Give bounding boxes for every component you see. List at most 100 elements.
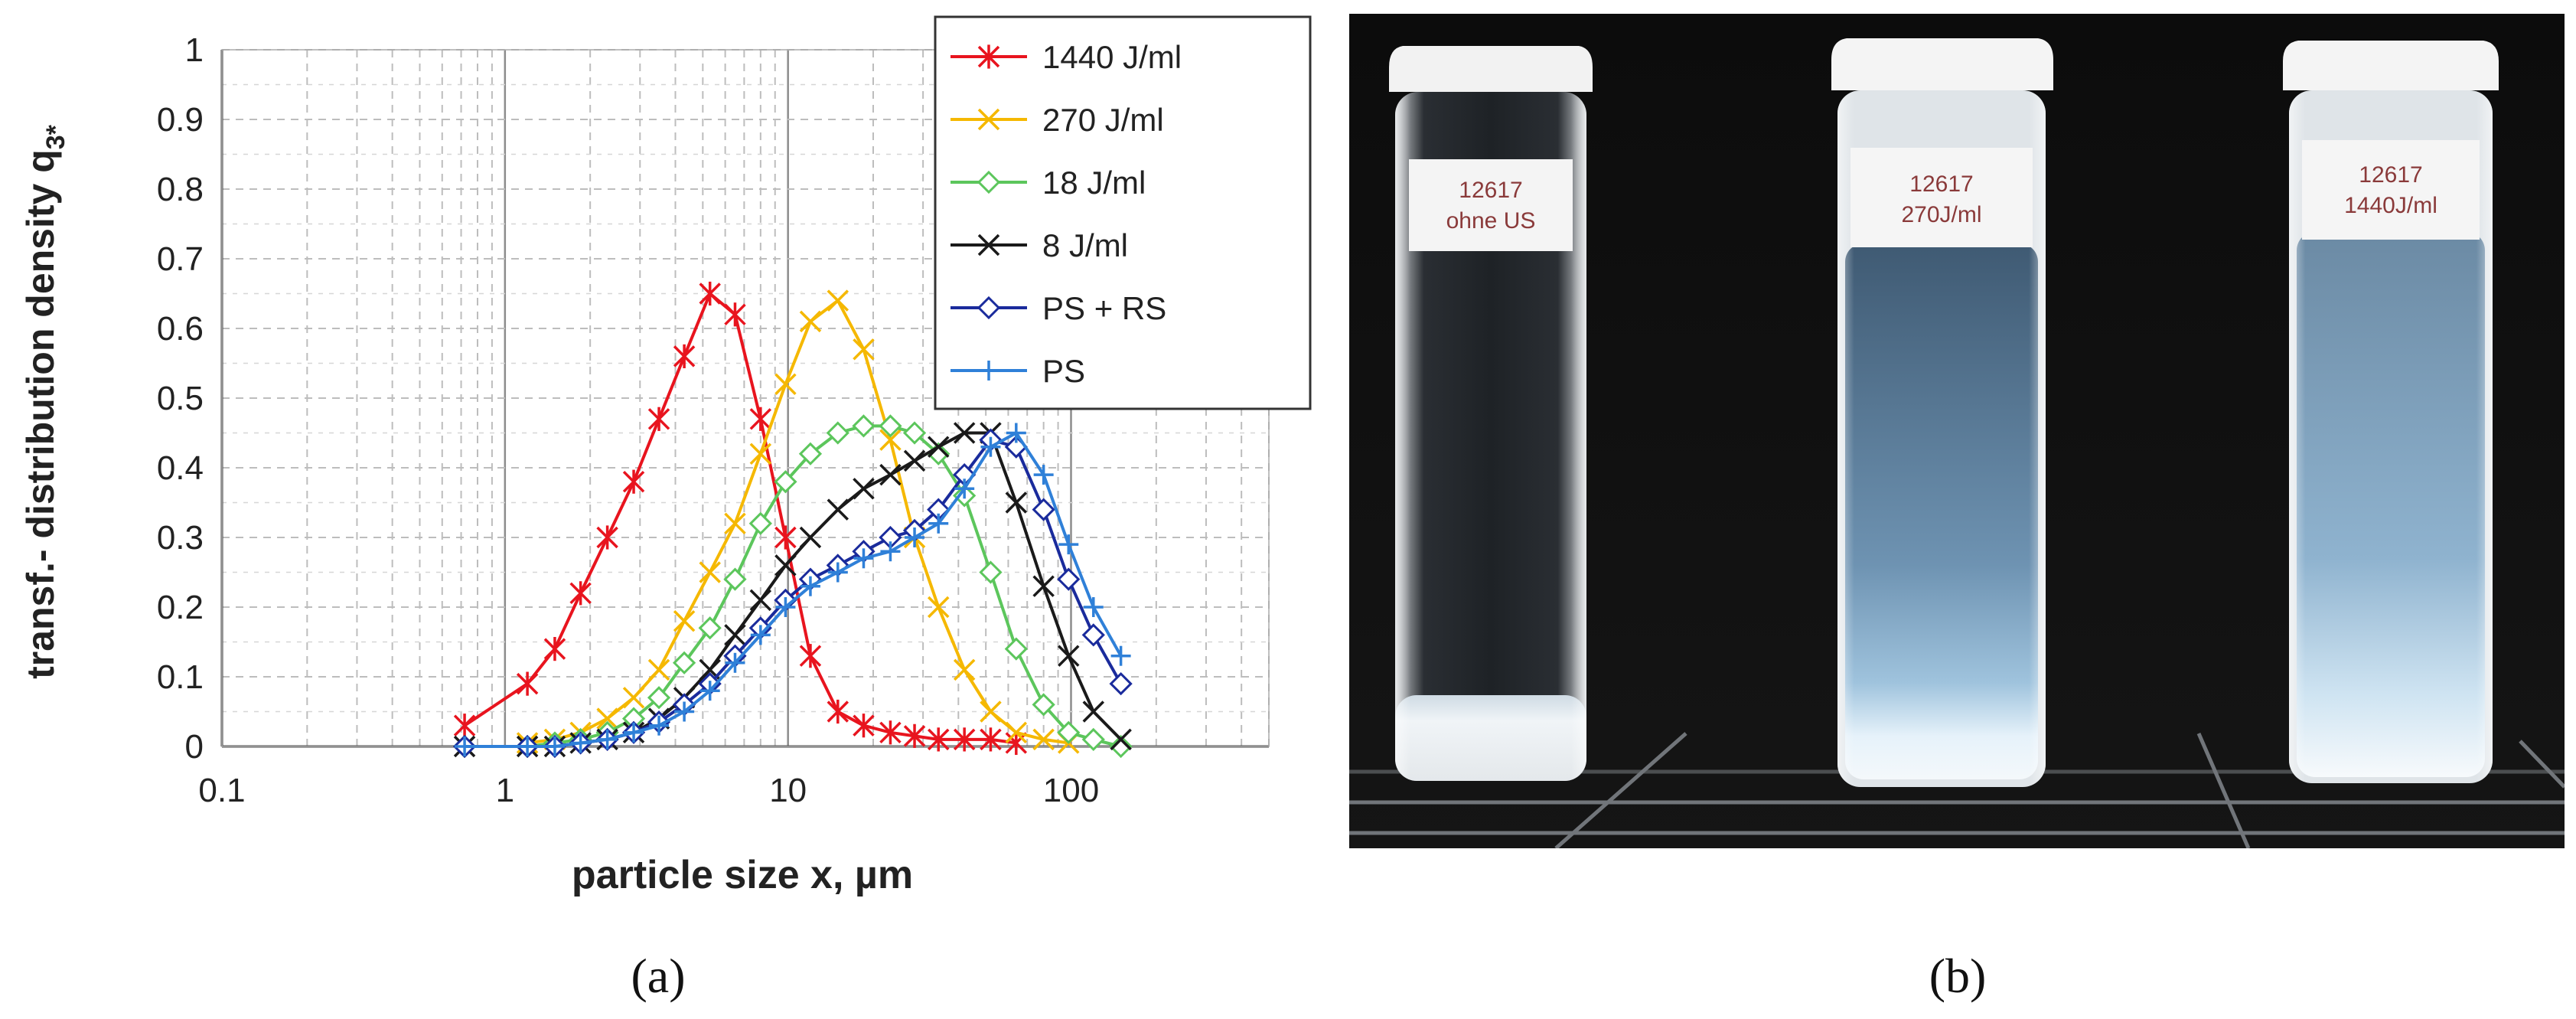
x-tick-labels: 0.1 1 10 100 (198, 772, 1099, 809)
data-point (827, 562, 848, 583)
marker-stroke (774, 554, 797, 576)
marker-shape (672, 651, 696, 674)
marker-shape (879, 414, 902, 438)
data-point (853, 338, 875, 361)
marker-stroke (827, 498, 849, 521)
marker-stroke (622, 687, 645, 709)
y-tick-label: 0.2 (157, 589, 204, 626)
chart-series (452, 281, 1133, 759)
marker-stroke (774, 373, 797, 396)
legend-entry: 18 J/ml (951, 165, 1146, 201)
data-point (1032, 575, 1055, 597)
series-1440-j-ml (453, 281, 1028, 756)
vial-1-label-line2: ohne US (1446, 208, 1536, 234)
legend-marker (977, 108, 1000, 131)
vial-2: 12617 270J/ml (1831, 38, 2053, 787)
data-point (774, 554, 797, 576)
data-point (1005, 721, 1028, 744)
data-point (1033, 465, 1054, 485)
marker-shape (1057, 567, 1081, 591)
data-point (953, 727, 976, 752)
data-point (980, 436, 1001, 457)
marker-shape (1004, 637, 1028, 661)
data-point (1082, 701, 1105, 723)
data-point (1110, 728, 1132, 751)
data-point (853, 714, 875, 738)
marker-stroke (724, 624, 746, 646)
marker-stroke (647, 658, 670, 681)
caption-a: (a) (631, 949, 686, 1003)
vial-2-label-line1: 12617 (1909, 171, 1973, 197)
marker-stroke (980, 701, 1002, 723)
x-axis-label: particle size x, µm (572, 853, 913, 897)
data-point (1083, 597, 1104, 617)
data-point (1058, 534, 1079, 555)
legend-label: 8 J/ml (1042, 227, 1128, 263)
marker-stroke (1032, 575, 1055, 597)
marker-stroke (927, 596, 950, 619)
data-point (699, 681, 720, 701)
legend-box (934, 15, 1312, 410)
marker-stroke (749, 589, 772, 612)
data-point (597, 729, 618, 750)
marker-stroke (799, 310, 822, 333)
y-tick-label: 0.6 (157, 310, 204, 348)
x-tick-label: 0.1 (198, 772, 245, 809)
data-point (799, 310, 822, 333)
legend-label: 18 J/ml (1042, 165, 1146, 201)
legend-label: 1440 J/ml (1042, 39, 1182, 75)
legend-label: PS (1042, 353, 1085, 389)
data-point (827, 699, 849, 724)
data-point (954, 478, 975, 499)
data-point (455, 736, 475, 756)
marker-stroke (1058, 645, 1080, 667)
data-point (624, 722, 644, 743)
marker-stroke (903, 449, 926, 472)
marker-stroke (673, 609, 696, 632)
marker-stroke (827, 289, 849, 312)
series-line (465, 424, 1122, 748)
data-point (699, 561, 721, 583)
data-point (905, 527, 925, 547)
data-point (723, 567, 747, 591)
x-tick-label: 1 (496, 772, 514, 809)
vial-3-label-line1: 12617 (2359, 162, 2422, 188)
vial-1: 12617 ohne US (1389, 46, 1593, 781)
y-tick-label: 0.3 (157, 519, 204, 557)
data-point (953, 422, 976, 444)
y-tick-label: 0.5 (157, 380, 204, 417)
data-point (698, 616, 722, 640)
data-point (749, 443, 772, 465)
marker-shape (1081, 623, 1105, 647)
data-point (1005, 730, 1028, 756)
data-point (673, 609, 696, 632)
legend-entry: 8 J/ml (951, 227, 1128, 263)
data-point (853, 478, 875, 500)
data-point (647, 686, 671, 710)
data-point (1081, 727, 1105, 752)
data-point (903, 723, 926, 748)
marker-shape (1109, 671, 1133, 696)
y-tick-label: 0.4 (157, 449, 204, 487)
data-point (826, 421, 849, 445)
marker-shape (774, 470, 797, 494)
marker-stroke (699, 561, 721, 583)
marker-shape (979, 560, 1003, 584)
legend-marker (977, 234, 1000, 256)
data-point (622, 687, 645, 709)
marker-stroke (1005, 721, 1028, 744)
data-point (903, 449, 926, 472)
marker-stroke (1032, 728, 1055, 751)
data-point (725, 652, 745, 673)
series-line (527, 298, 1069, 745)
marker-stroke (1110, 728, 1132, 751)
x-tick-label: 10 (769, 772, 807, 809)
vial-1-label-line1: 12617 (1459, 178, 1522, 203)
data-point (1004, 637, 1028, 661)
marker-stroke (953, 422, 976, 444)
legend-marker (979, 361, 999, 380)
data-point (879, 463, 902, 486)
data-point (774, 373, 797, 396)
marker-stroke (853, 478, 875, 500)
marker-shape (1057, 720, 1081, 744)
